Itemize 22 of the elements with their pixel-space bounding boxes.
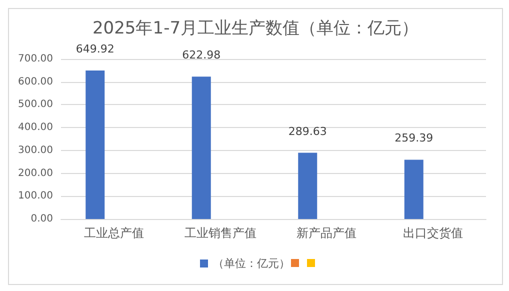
- x-tick-label: 新产品产值: [296, 226, 357, 240]
- y-tick-label: 400.00: [18, 122, 53, 134]
- y-tick-label: 700.00: [18, 54, 53, 64]
- data-label: 289.63: [288, 124, 327, 138]
- x-tick-label: 工业销售产值: [184, 226, 256, 240]
- bar: [86, 70, 105, 219]
- chart-title: 2025年1-7月工业生产数值（单位：亿元）: [92, 18, 419, 38]
- x-tick-label: 工业总产值: [84, 226, 144, 240]
- y-tick-label: 200.00: [18, 168, 53, 179]
- y-tick-label: 600.00: [18, 76, 53, 88]
- bar: [192, 76, 211, 219]
- bar: [298, 152, 318, 219]
- legend-label: （单位：亿元）: [213, 257, 290, 270]
- y-tick-label: 0.00: [30, 214, 53, 224]
- y-tick-label: 100.00: [18, 190, 53, 202]
- bar: [404, 160, 424, 219]
- data-label: 259.39: [394, 132, 434, 145]
- data-label: 649.92: [76, 42, 114, 56]
- y-tick-label: 300.00: [18, 144, 53, 156]
- data-label: 622.98: [182, 48, 221, 62]
- y-tick-label: 500.00: [18, 99, 53, 110]
- x-tick-label: 出口交货值: [402, 226, 463, 240]
